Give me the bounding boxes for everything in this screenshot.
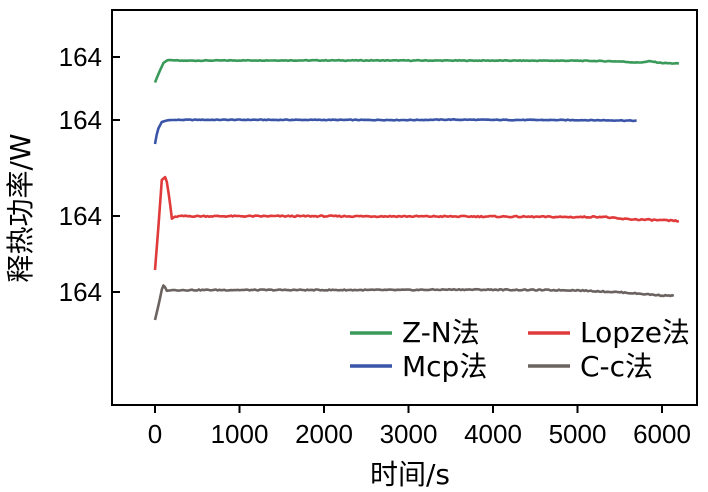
- x-tick-label: 4000: [464, 419, 522, 449]
- x-tick-label: 5000: [549, 419, 607, 449]
- x-tick-label: 3000: [380, 419, 438, 449]
- series-line-3: [153, 175, 680, 271]
- x-tick-label: 2000: [295, 419, 353, 449]
- legend-label-cc: C-c法: [580, 350, 653, 383]
- legend-label-zn: Z-N法: [402, 316, 480, 349]
- legend-label-mcp: Mcp法: [402, 350, 487, 383]
- x-axis: 0 1000 2000 3000 4000 5000 6000: [148, 405, 691, 449]
- y-tick-label: 164: [59, 105, 102, 135]
- plot-frame: [111, 9, 698, 406]
- y-axis: 164 164 164 164: [59, 42, 120, 307]
- series-line-4: [153, 284, 675, 321]
- legend-label-lopze: Lopze法: [580, 316, 690, 349]
- series-line-1: [153, 58, 680, 83]
- series-layer: [153, 58, 680, 321]
- x-tick-label: 6000: [633, 419, 691, 449]
- x-axis-label: 时间/s: [370, 458, 450, 491]
- legend: Z-N法 Mcp法 Lopze法 C-c法: [350, 316, 690, 383]
- x-tick-label: 1000: [211, 419, 269, 449]
- x-tick-label: 0: [148, 419, 162, 449]
- y-tick-label: 164: [59, 201, 102, 231]
- y-tick-label: 164: [59, 42, 102, 72]
- series-line-2: [153, 118, 637, 145]
- y-axis-label: 释热功率/W: [4, 133, 37, 282]
- y-tick-label: 164: [59, 277, 102, 307]
